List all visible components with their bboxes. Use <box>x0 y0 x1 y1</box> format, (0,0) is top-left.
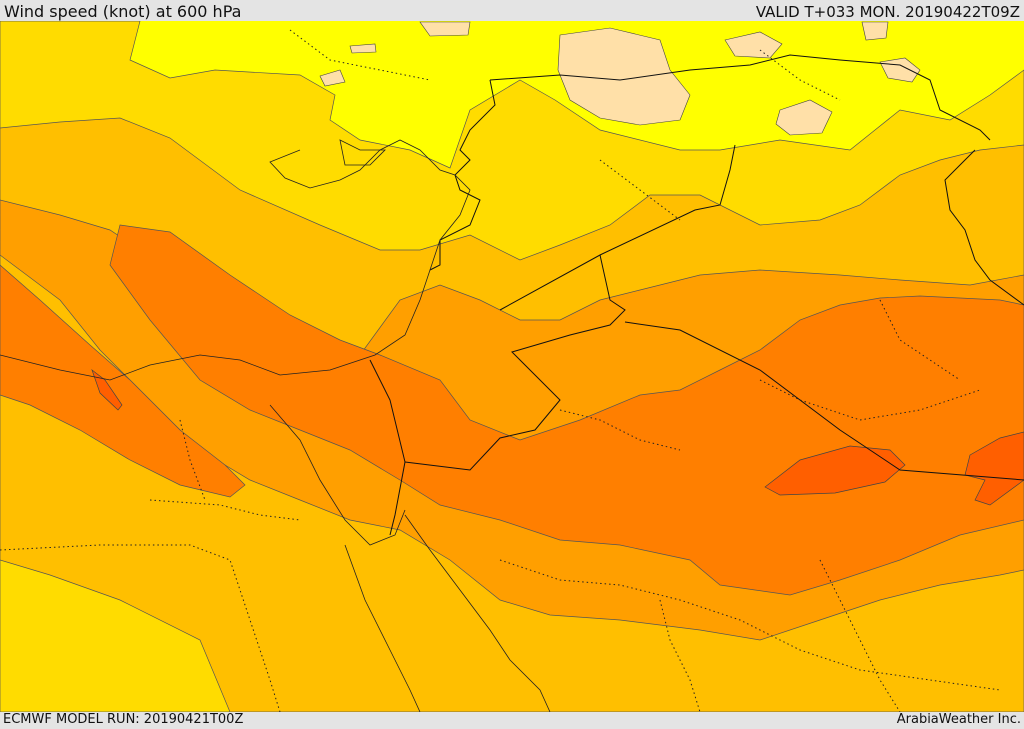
header-bar: Wind speed (knot) at 600 hPa VALID T+033… <box>0 0 1024 21</box>
map-canvas <box>0 21 1024 712</box>
coastlines <box>0 139 551 712</box>
map-panel <box>0 21 1024 712</box>
model-run-label: ECMWF MODEL RUN: 20190421T00Z <box>3 712 244 727</box>
wind-band-5 <box>109 224 1024 596</box>
credit-label: ArabiaWeather Inc. <box>896 712 1021 727</box>
dotted-boundaries <box>0 29 1001 712</box>
valid-time: VALID T+033 MON. 20190422T09Z <box>755 3 1020 21</box>
wind-band-5-west <box>0 264 246 498</box>
footer-bar: ECMWF MODEL RUN: 20190421T00Z ArabiaWeat… <box>0 712 1024 729</box>
wind-band-6 <box>91 369 1024 506</box>
country-borders <box>369 54 1024 536</box>
map-title: Wind speed (knot) at 600 hPa <box>4 2 242 21</box>
